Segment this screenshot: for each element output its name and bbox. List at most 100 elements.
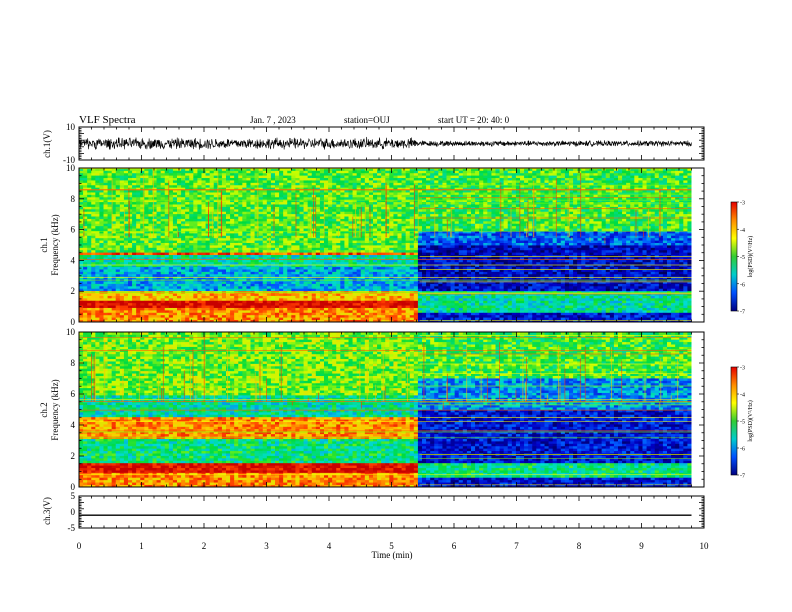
spectrogram-cell (283, 184, 288, 188)
spectrogram-cell (287, 269, 292, 272)
spectrogram-cell (213, 285, 219, 289)
spectrogram-cell (275, 252, 280, 256)
spectrogram-cell (234, 314, 239, 318)
spectrogram-cell (164, 254, 170, 258)
spectrogram-cell (213, 199, 219, 203)
spectrogram-cell (152, 218, 157, 222)
spectrogram-cell (160, 305, 166, 308)
spectrogram-cell (340, 242, 345, 246)
spectrogram-cell (283, 204, 288, 207)
spectrogram-cell (336, 187, 341, 191)
spectrogram-cell (336, 269, 341, 272)
spectrogram-cell (336, 247, 341, 251)
spectrogram-cell (111, 189, 117, 193)
spectrogram-cell (132, 170, 137, 174)
spectrogram-cell (226, 175, 231, 179)
spectrogram-cell (254, 269, 260, 272)
spectrogram-cell (226, 257, 231, 260)
spectrogram-cell (119, 288, 125, 292)
spectrogram-cell (103, 180, 108, 183)
spectrogram-cell (303, 172, 309, 176)
spectrogram-cell (254, 180, 260, 183)
spectrogram-cell (393, 312, 398, 316)
spectrogram-cell (356, 204, 362, 207)
spectrogram-cell (115, 312, 121, 316)
spectrogram-cell (344, 305, 349, 308)
spectrogram-cell (123, 216, 129, 219)
spectrogram-cell (275, 293, 280, 296)
spectrogram-cell (368, 189, 374, 193)
spectrogram-cell (319, 249, 325, 253)
spectrogram-cell (152, 261, 157, 265)
spectrogram-cell (221, 257, 227, 260)
spectrogram-cell (103, 206, 108, 210)
spectrogram-cell (307, 199, 313, 203)
spectrogram-cell (287, 213, 292, 217)
spectrogram-cell (201, 172, 206, 176)
spectrogram-cell (385, 237, 390, 241)
spectrogram-cell (295, 196, 300, 200)
spectrogram-cell (201, 285, 206, 289)
spectrogram-cell (270, 213, 276, 217)
spectrogram-cell (381, 249, 386, 253)
spectrogram-cell (221, 312, 227, 316)
spectrogram-cell (270, 225, 276, 229)
spectrogram-cell (164, 247, 170, 251)
spectrogram-cell (91, 168, 96, 171)
spectrogram-cell (238, 232, 243, 236)
spectrogram-cell (266, 252, 272, 256)
spectrogram-cell (181, 281, 186, 284)
spectrogram-cell (262, 288, 268, 292)
spectrogram-cell (303, 206, 309, 210)
spectrogram-cell (128, 319, 133, 323)
spectrogram-cell (393, 187, 398, 191)
spectrogram-cell (270, 249, 276, 253)
spectrogram-cell (368, 281, 374, 284)
spectrogram-cell (258, 288, 264, 292)
spectrogram-cell (348, 309, 353, 313)
spectrogram-cell (360, 206, 366, 210)
spectrogram-cell (340, 182, 345, 186)
spectrogram-cell (87, 168, 92, 171)
spectrogram-cell (91, 269, 96, 272)
spectrogram-cell (266, 309, 272, 313)
spectrogram-cell (136, 172, 141, 176)
spectrogram-cell (226, 230, 231, 234)
spectrogram-cell (336, 240, 341, 243)
spectrogram-cell (181, 261, 186, 265)
spectrogram-cell (266, 204, 272, 207)
spectrogram-cell (79, 208, 84, 212)
spectrogram-cell (373, 269, 378, 272)
spectrogram-cell (197, 307, 202, 311)
spectrogram-cell (177, 208, 182, 212)
spectrogram-cell (144, 168, 149, 171)
spectrogram-cell (185, 257, 190, 260)
spectrogram-cell (103, 245, 108, 248)
spectrogram-cell (160, 252, 166, 256)
spectrogram-cell (315, 172, 321, 176)
spectrogram-cell (254, 285, 260, 289)
spectrogram-cell (389, 312, 394, 316)
spectrogram-cell (307, 266, 313, 270)
spectrogram-cell (262, 312, 268, 316)
spectrogram-cell (172, 309, 178, 313)
spectrogram-cell (115, 242, 121, 246)
spectrogram-cell (123, 235, 129, 239)
spectrogram-cell (311, 319, 317, 323)
spectrogram-cell (393, 245, 398, 248)
spectrogram-cell (356, 302, 362, 306)
spectrogram-cell (360, 242, 366, 246)
spectrogram-cell (250, 254, 255, 258)
spectrogram-cell (144, 213, 149, 217)
spectrogram-cell (295, 242, 300, 246)
spectrogram-cell (197, 249, 202, 253)
spectrogram-cell (336, 317, 341, 320)
spectrogram-cell (319, 206, 325, 210)
spectrogram-cell (324, 317, 329, 320)
spectrogram-cell (291, 305, 296, 308)
spectrogram-cell (344, 177, 349, 181)
spectrogram-cell (385, 180, 390, 183)
spectrogram-cell (221, 168, 227, 171)
spectrogram-cell (168, 307, 174, 311)
spectrogram-cell (258, 220, 264, 224)
